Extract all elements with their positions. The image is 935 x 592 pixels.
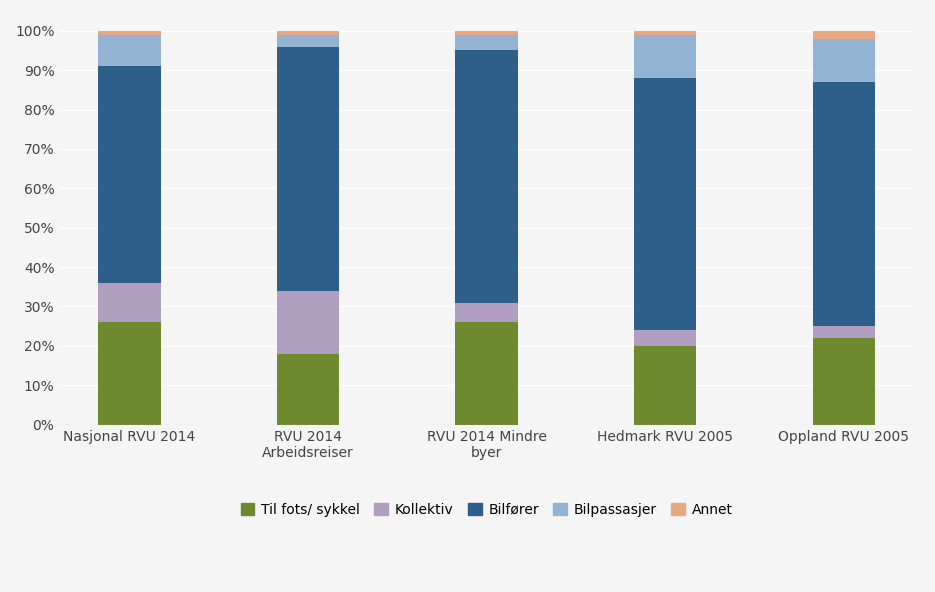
Bar (277, 291, 339, 354)
Bar (98, 322, 161, 424)
Bar (455, 31, 518, 35)
Bar (455, 322, 518, 424)
Bar (813, 38, 875, 82)
Bar (634, 31, 697, 35)
Bar (634, 346, 697, 424)
Bar (813, 326, 875, 338)
Bar (98, 66, 161, 283)
Bar (277, 31, 339, 35)
Bar (455, 35, 518, 50)
Bar (813, 31, 875, 38)
Bar (277, 35, 339, 47)
Bar (813, 82, 875, 326)
Legend: Til fots/ sykkel, Kollektiv, Bilfører, Bilpassasjer, Annet: Til fots/ sykkel, Kollektiv, Bilfører, B… (235, 497, 739, 522)
Bar (455, 50, 518, 303)
Bar (455, 303, 518, 322)
Bar (634, 330, 697, 346)
Bar (634, 78, 697, 330)
Bar (634, 35, 697, 78)
Bar (277, 47, 339, 291)
Bar (277, 354, 339, 424)
Bar (98, 283, 161, 322)
Bar (98, 31, 161, 35)
Bar (98, 35, 161, 66)
Bar (813, 338, 875, 424)
